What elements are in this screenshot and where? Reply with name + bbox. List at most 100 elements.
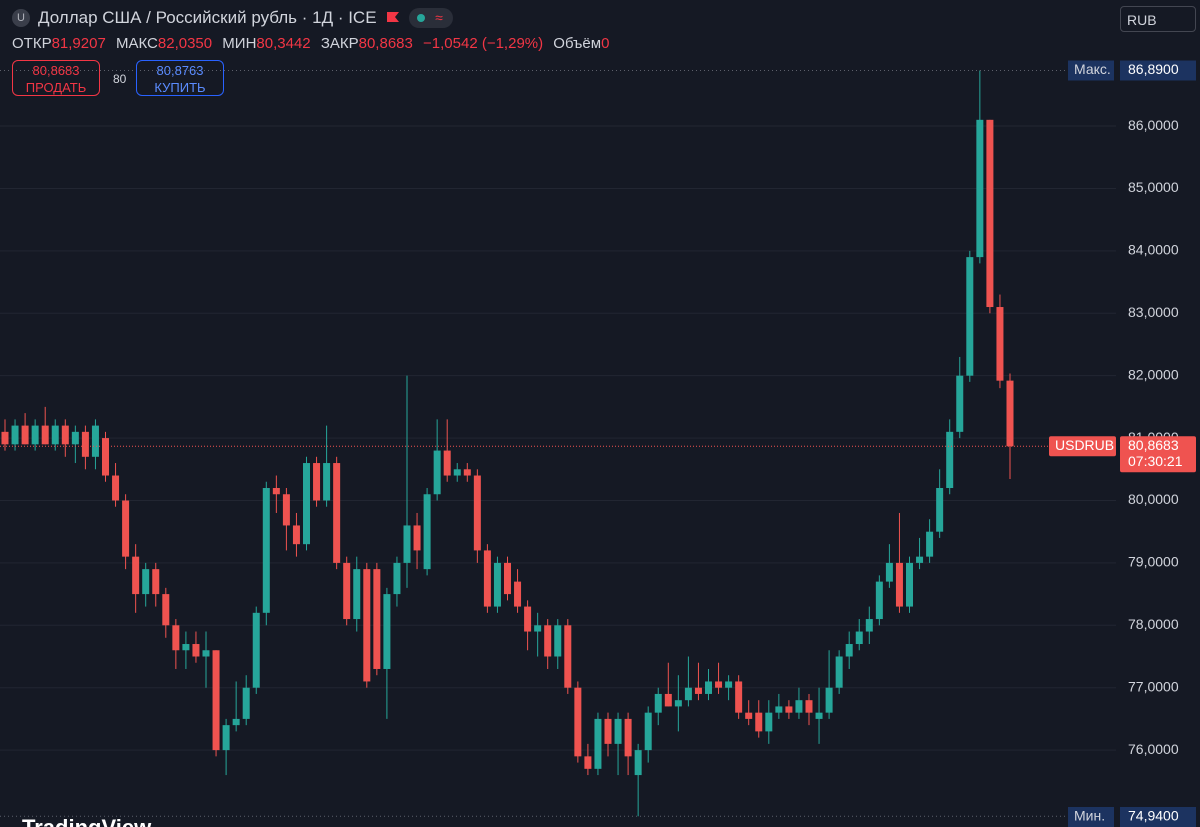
price: 80,8683 bbox=[32, 63, 80, 78]
candle-body bbox=[262, 488, 270, 613]
candle-body bbox=[906, 562, 913, 607]
candle-body bbox=[242, 687, 250, 719]
candle-body bbox=[493, 562, 501, 607]
candle-body bbox=[292, 525, 300, 545]
y-tick-label: 77,0000 bbox=[1128, 678, 1179, 694]
candle-body bbox=[21, 425, 29, 445]
countdown: 07:30:21 bbox=[1128, 453, 1183, 469]
label: ЗАКР bbox=[320, 35, 359, 52]
candle-body bbox=[303, 463, 310, 545]
candle-body bbox=[574, 687, 582, 757]
candle-body bbox=[785, 706, 793, 713]
candle-body bbox=[122, 500, 130, 557]
candle-body bbox=[282, 494, 290, 526]
candle-body bbox=[162, 594, 170, 626]
candle-body bbox=[805, 700, 813, 713]
label: МАКС bbox=[115, 35, 158, 52]
label: Объём bbox=[553, 35, 602, 52]
price-box bbox=[1120, 60, 1196, 81]
y-tick-label: 86,0000 bbox=[1128, 117, 1179, 133]
sell-button[interactable]: 80,8683 ПРОДАТЬ bbox=[12, 60, 100, 96]
candle-body bbox=[976, 119, 984, 258]
candle-body bbox=[865, 619, 873, 632]
candle-body bbox=[664, 693, 672, 707]
marker-label: Мин. bbox=[1074, 808, 1105, 824]
y-tick-label: 83,0000 bbox=[1128, 304, 1179, 320]
candle-body bbox=[936, 488, 944, 532]
value: 81,9207 bbox=[51, 35, 106, 52]
candle-body bbox=[232, 718, 240, 726]
candle-body bbox=[554, 625, 562, 657]
candle-body bbox=[956, 375, 964, 432]
candle-body bbox=[674, 700, 682, 707]
last-price-box bbox=[1120, 436, 1196, 473]
candle-body bbox=[765, 712, 773, 732]
candle-body bbox=[694, 687, 702, 694]
candle-body bbox=[885, 562, 893, 582]
price-box bbox=[1120, 807, 1196, 827]
candle-body bbox=[443, 450, 451, 476]
candle-body bbox=[112, 475, 120, 501]
candle-body bbox=[142, 569, 150, 595]
candle-body bbox=[715, 681, 723, 688]
candle-body bbox=[916, 556, 924, 563]
status: ≈ bbox=[408, 8, 453, 28]
buy-button[interactable]: 80,8763 КУПИТЬ bbox=[136, 60, 224, 96]
candle-body bbox=[71, 431, 79, 445]
candle-body bbox=[564, 625, 572, 688]
flag[interactable] bbox=[385, 10, 401, 26]
candle-body bbox=[1, 431, 9, 445]
candle-body bbox=[192, 644, 200, 657]
candle-body bbox=[524, 606, 532, 632]
y-tick-label: 80,0000 bbox=[1128, 491, 1179, 507]
candle-body bbox=[705, 681, 712, 694]
candle-body bbox=[895, 562, 903, 607]
candle-body bbox=[61, 425, 69, 445]
candle-body bbox=[212, 650, 220, 751]
symbol-title[interactable]: Доллар США / Российский рубль · 1Д · ICE bbox=[38, 8, 377, 27]
candle-body bbox=[383, 594, 391, 669]
last-name-box bbox=[1049, 436, 1116, 457]
candle-body bbox=[81, 431, 89, 457]
y-tick-label: 85,0000 bbox=[1128, 179, 1179, 195]
candle-body bbox=[755, 712, 763, 732]
candle-body bbox=[855, 631, 863, 645]
candle-body bbox=[875, 581, 883, 620]
marker-box bbox=[1068, 807, 1114, 827]
marker-box bbox=[1068, 60, 1114, 81]
candle-body bbox=[1006, 380, 1014, 447]
last-name: USDRUB bbox=[1055, 437, 1114, 453]
candle-body bbox=[453, 469, 461, 476]
candle-body bbox=[845, 644, 853, 657]
candle-body bbox=[946, 431, 954, 489]
candle-body bbox=[835, 656, 843, 688]
candle-body bbox=[11, 425, 19, 445]
spread: 80 bbox=[113, 72, 127, 86]
svg-text:≈: ≈ bbox=[435, 10, 443, 26]
candle-body bbox=[926, 531, 934, 557]
candle-body bbox=[353, 569, 361, 620]
candle-body bbox=[202, 650, 210, 657]
candle-body bbox=[504, 562, 511, 595]
candle-body bbox=[544, 625, 552, 657]
candle-body bbox=[614, 718, 622, 744]
candle-body bbox=[272, 488, 280, 495]
candle-body bbox=[735, 681, 743, 713]
price: 80,8763 bbox=[156, 63, 204, 78]
candle-body bbox=[684, 687, 692, 701]
candle-body bbox=[775, 706, 783, 713]
candle-body bbox=[343, 562, 351, 620]
price-label: 74,9400 bbox=[1128, 808, 1179, 824]
value: 82,0350 bbox=[157, 35, 213, 52]
y-tick-label: 79,0000 bbox=[1128, 554, 1179, 570]
candle-body bbox=[172, 625, 180, 651]
candle-body bbox=[463, 469, 471, 476]
candle-body bbox=[423, 494, 431, 570]
currency-select[interactable]: RUB bbox=[1120, 6, 1196, 32]
candle-body bbox=[51, 425, 59, 445]
candle-body bbox=[102, 438, 109, 476]
price-label: 86,8900 bbox=[1128, 61, 1179, 77]
candle-body bbox=[41, 425, 49, 445]
